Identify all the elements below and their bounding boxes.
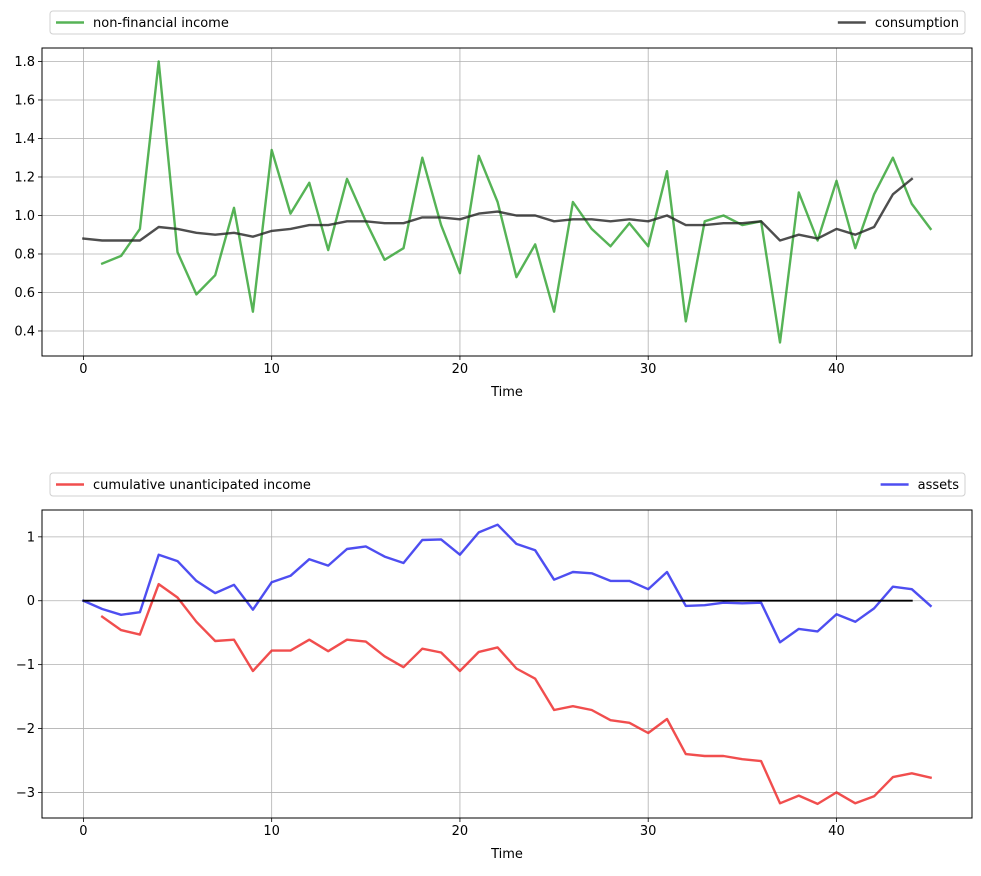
x-tick-label: 0 (79, 824, 87, 839)
x-axis-label: Time (490, 847, 523, 862)
y-tick-label: 1.0 (14, 209, 35, 224)
x-tick-label: 10 (263, 824, 280, 839)
legend-label: non-financial income (93, 16, 229, 31)
y-tick-label: 1.2 (14, 170, 35, 185)
legend-label: assets (918, 478, 960, 493)
y-tick-label: −1 (16, 658, 35, 673)
x-tick-label: 40 (828, 362, 845, 377)
legend-box (49, 10, 966, 35)
x-axis-label: Time (490, 385, 523, 400)
y-tick-label: 0 (27, 594, 35, 609)
y-tick-label: −3 (16, 786, 35, 801)
y-tick-label: 1 (27, 530, 35, 545)
series-line-non-financial-income (100, 60, 933, 344)
series-line-consumption (82, 177, 914, 242)
x-tick-label: 0 (79, 362, 87, 377)
y-tick-label: −2 (16, 722, 35, 737)
y-tick-label: 0.6 (14, 286, 35, 301)
y-tick-label: 1.4 (14, 132, 35, 147)
x-tick-label: 30 (640, 824, 657, 839)
chart-1: 0 10 20 30 40 0.4 0.6 0.8 1.0 1.2 1.4 1.6 1.8 Time non… (14, 10, 973, 400)
y-tick-label: 0.8 (14, 247, 35, 262)
x-tick-label: 10 (263, 362, 280, 377)
series-line-assets (81, 523, 933, 644)
legend-label: consumption (875, 16, 959, 31)
series-line-cumulative-unanticipated-income (100, 582, 933, 806)
x-tick-label: 20 (452, 362, 469, 377)
plot-frame (41, 47, 973, 357)
y-tick-label: 1.6 (14, 93, 35, 108)
y-tick-label: 0.4 (14, 324, 35, 339)
x-tick-label: 30 (640, 362, 657, 377)
y-tick-label: 1.8 (14, 55, 35, 70)
plot-frame (41, 509, 973, 819)
x-tick-label: 20 (452, 824, 469, 839)
legend-label: cumulative unanticipated income (93, 478, 311, 493)
chart-2: 0 10 20 30 40 −3 −2 −1 0 1 Time cumulative unantici… (16, 472, 973, 862)
legend-box (49, 472, 966, 497)
x-tick-label: 40 (828, 824, 845, 839)
